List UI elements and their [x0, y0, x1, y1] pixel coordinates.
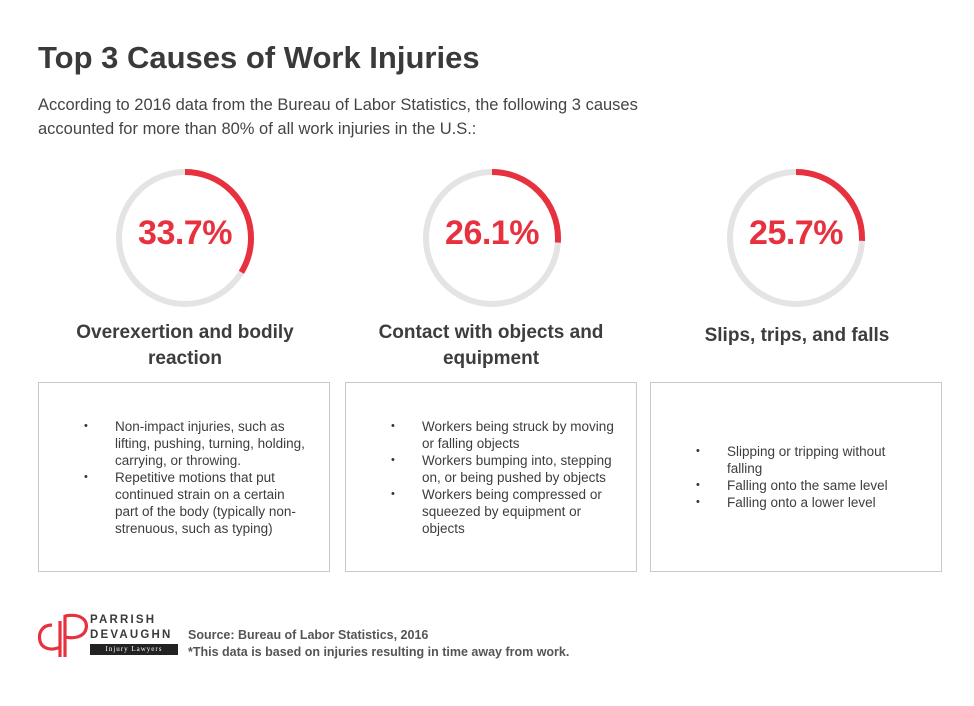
parrish-devaughn-logo: PARRISH DEVAUGHN Injury Lawyers — [38, 613, 178, 657]
donut-arc-2 — [423, 169, 561, 307]
bullet-item: Falling onto a lower level — [696, 494, 923, 511]
cause-details-box-1: Non-impact injuries, such as lifting, pu… — [38, 382, 330, 572]
cause-bullet-list-3: Slipping or tripping without falling Fal… — [651, 443, 941, 511]
donut-chart-3: 25.7% — [726, 168, 866, 308]
logo-tagline: Injury Lawyers — [90, 644, 178, 655]
donut-svg-2 — [423, 169, 561, 307]
cause-heading-3: Slips, trips, and falls — [704, 325, 890, 346]
source-citation: Source: Bureau of Labor Statistics, 2016 — [188, 628, 429, 642]
cause-details-box-2: Workers being struck by moving or fallin… — [345, 382, 637, 572]
cause-bullet-list-2: Workers being struck by moving or fallin… — [346, 418, 636, 537]
bullet-item: Falling onto the same level — [696, 477, 923, 494]
donut-chart-1: 33.7% — [115, 168, 255, 308]
bullet-item: Workers being compressed or squeezed by … — [391, 486, 618, 537]
donut-chart-2: 26.1% — [422, 168, 562, 308]
donut-value-label-1: 33.7% — [138, 214, 232, 252]
bullet-item: Slipping or tripping without falling — [696, 443, 923, 477]
donut-value-label-3: 25.7% — [749, 214, 843, 252]
bullet-item: Repetitive motions that put continued st… — [84, 469, 311, 537]
donut-svg-3 — [727, 169, 865, 307]
cause-details-box-3: Slipping or tripping without falling Fal… — [650, 382, 942, 572]
page-title: Top 3 Causes of Work Injuries — [38, 40, 480, 75]
cause-bullet-list-1: Non-impact injuries, such as lifting, pu… — [39, 418, 329, 537]
donut-arc-3 — [727, 169, 865, 307]
source-footnote: Source: Bureau of Labor Statistics, 2016… — [188, 627, 569, 661]
donut-value-label-2: 26.1% — [445, 214, 539, 252]
page-subtitle: According to 2016 data from the Bureau o… — [38, 96, 638, 138]
cause-heading-1: Overexertion and bodily reaction — [76, 322, 294, 369]
bullet-item: Workers bumping into, stepping on, or be… — [391, 452, 618, 486]
donut-svg-1 — [116, 169, 254, 307]
bullet-item: Non-impact injuries, such as lifting, pu… — [84, 418, 311, 469]
cause-heading-2: Contact with objects and equipment — [378, 322, 604, 369]
logo-name-line1: PARRISH — [90, 614, 157, 626]
dp-monogram-logo-icon — [38, 613, 88, 657]
data-note: *This data is based on injuries resultin… — [188, 645, 570, 659]
bullet-item: Workers being struck by moving or fallin… — [391, 418, 618, 452]
donut-arc-1 — [116, 169, 254, 307]
logo-name-line2: DEVAUGHN — [90, 629, 173, 641]
